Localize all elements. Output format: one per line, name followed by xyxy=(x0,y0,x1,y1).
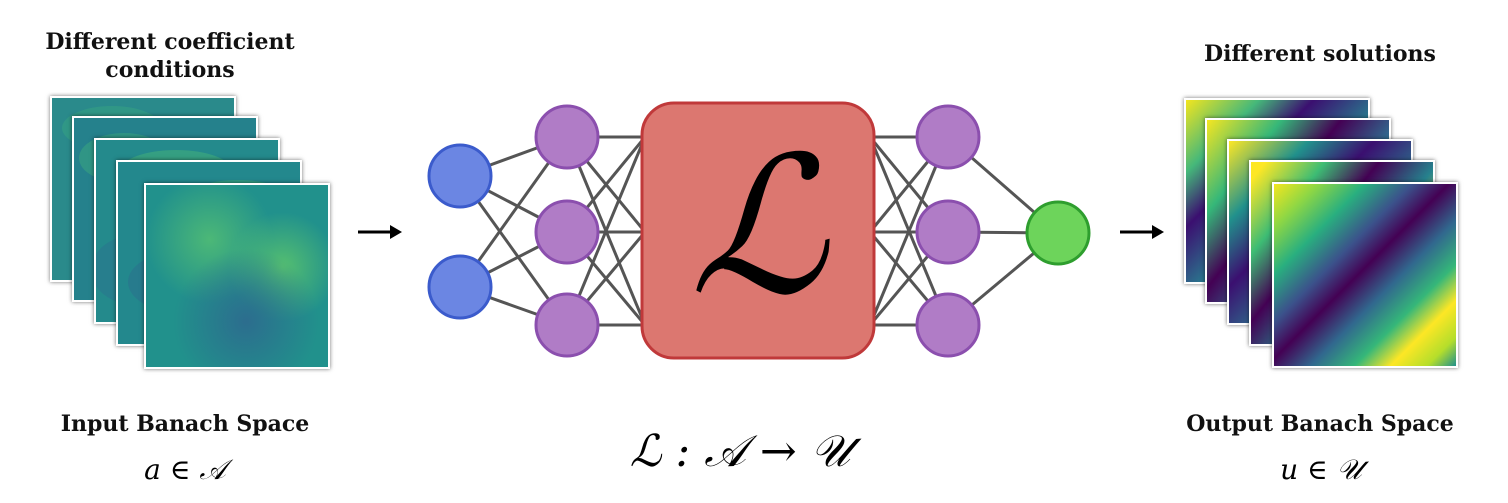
hidden-right-node-1 xyxy=(915,104,981,170)
hidden-left-node-3 xyxy=(534,292,600,358)
output-space-member: u ∈ 𝒰 xyxy=(1280,453,1362,486)
operator-box xyxy=(640,101,876,360)
input-arrow-icon xyxy=(358,225,402,239)
input-space-label: Input Banach Space xyxy=(60,411,310,437)
output-field-5 xyxy=(1272,182,1458,368)
input-heading-line2: conditions xyxy=(105,57,235,83)
hidden-left-node-2 xyxy=(534,199,600,265)
operator-symbol: ℒ xyxy=(690,116,831,337)
output-arrow-icon xyxy=(1120,225,1164,239)
input-heading: Different coefficient conditions xyxy=(20,28,320,84)
hidden-left-node-1 xyxy=(534,104,600,170)
output-node xyxy=(1025,200,1091,266)
neural-operator-diagram: ℒ xyxy=(427,101,1091,360)
hidden-right-node-2 xyxy=(915,199,981,265)
input-field-5 xyxy=(144,183,330,369)
output-space-label: Output Banach Space xyxy=(1186,411,1454,437)
output-heading: Different solutions xyxy=(1204,41,1436,67)
operator-mapping: ℒ : 𝒜 → 𝒰 xyxy=(629,426,851,477)
input-heading-line1: Different coefficient xyxy=(45,29,295,55)
input-space-member: a ∈ 𝒜 xyxy=(144,453,226,486)
input-node-2 xyxy=(427,254,493,320)
hidden-right-node-3 xyxy=(915,292,981,358)
input-node-1 xyxy=(427,143,493,209)
